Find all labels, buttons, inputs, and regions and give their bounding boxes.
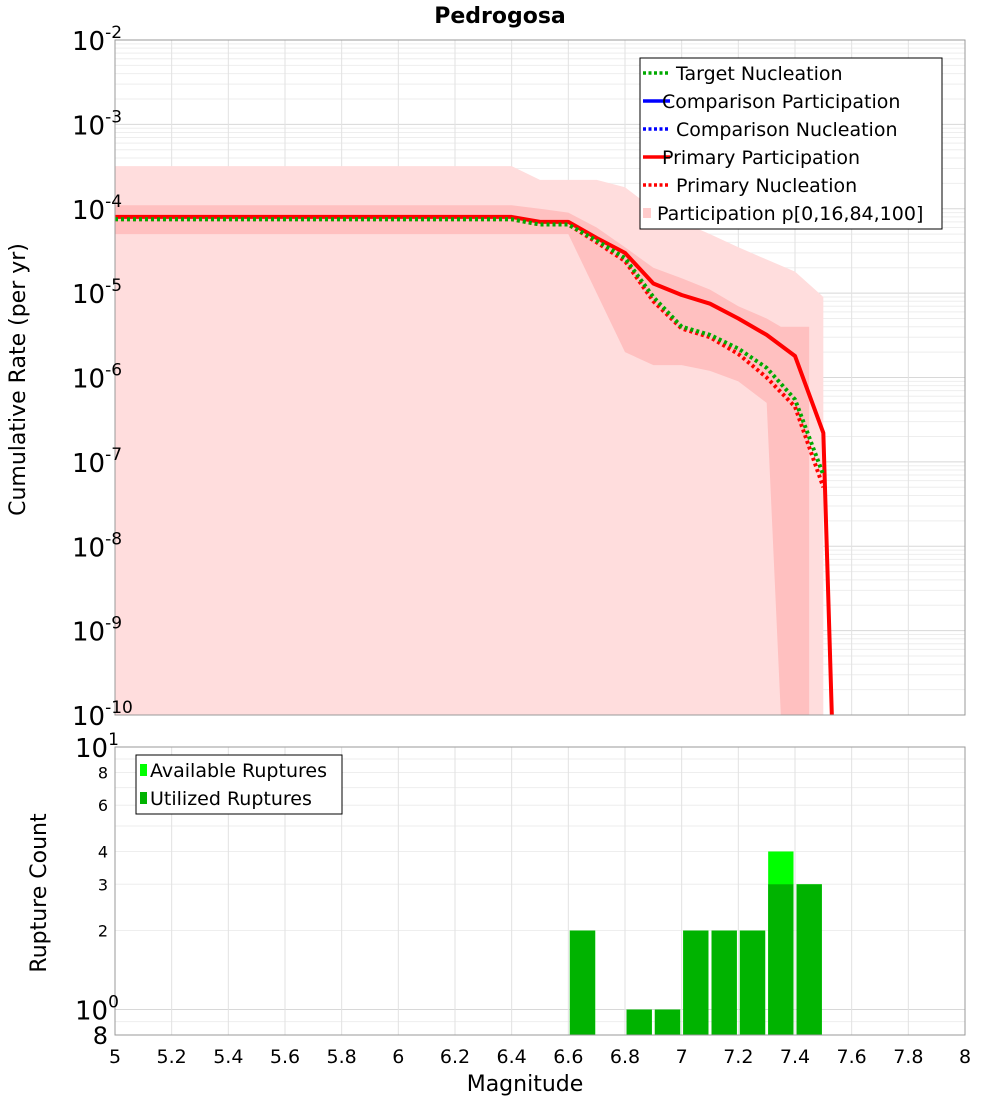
bar-utilized (711, 930, 737, 1035)
legend-swatch (140, 764, 147, 776)
legend: Target Nucleation Comparison Participatio… (639, 57, 943, 230)
y-tick-label-minor: 2 (98, 922, 108, 941)
chart-title: Pedrogosa (434, 4, 566, 29)
x-tick-label: 7.2 (723, 1046, 753, 1068)
x-tick-label: 7.4 (780, 1046, 810, 1068)
y-tick-label: 10-10 (72, 698, 133, 732)
legend-label: Target Nucleation (675, 63, 843, 85)
legend-label: Primary Nucleation (676, 175, 857, 197)
y-tick-label: 10-7 (72, 445, 122, 479)
series-line-primary-nucleation (115, 217, 826, 488)
x-tick-label: 6.4 (497, 1046, 527, 1068)
bar-utilized (683, 930, 709, 1035)
x-tick-label: 6.8 (610, 1046, 640, 1068)
y-tick-label-minor: 8 (93, 1022, 108, 1050)
x-tick-label: 6.6 (553, 1046, 583, 1068)
bar-utilized (768, 884, 794, 1035)
x-tick-label: 7.6 (837, 1046, 867, 1068)
legend-label: Participation p[0,16,84,100] (657, 203, 923, 225)
legend-label: Utilized Ruptures (150, 788, 312, 810)
rate-plot: 10-2 10-3 10-4 10-5 10-6 10-7 10-8 10-9 10-10 Ped… (6, 4, 966, 732)
y-tick-label: 10-4 (72, 192, 122, 226)
legend-box (135, 754, 343, 815)
x-tick-label: 5.6 (270, 1046, 300, 1068)
legend-box (639, 57, 943, 230)
y-tick-label: 10-9 (72, 614, 122, 648)
y-tick-label: 101 (75, 730, 119, 764)
x-tick-label: 7 (676, 1046, 688, 1068)
x-tick-label: 7.8 (893, 1046, 923, 1068)
series-line-target-nucleation (115, 217, 826, 476)
bar-utilized (569, 930, 596, 1035)
series-line-primary-participation (115, 214, 834, 716)
plot-frame (114, 39, 966, 716)
bar-utilized (626, 1009, 652, 1035)
legend-swatch (643, 208, 651, 218)
y-axis-label: Rupture Count (27, 813, 52, 973)
y-tick-label-minor: 6 (98, 796, 108, 815)
x-tick-label: 6.2 (440, 1046, 470, 1068)
legend-swatch (140, 792, 147, 804)
y-axis-label: Cumulative Rate (per yr) (6, 243, 31, 516)
x-axis-label: Magnitude (467, 1072, 584, 1097)
legend-label: Primary Participation (662, 147, 860, 169)
x-tick-label: 5.8 (327, 1046, 357, 1068)
bar-utilized (739, 930, 766, 1035)
legend: Available Ruptures Utilized Ruptures (135, 754, 343, 815)
y-tick-label: 10-5 (72, 276, 122, 310)
y-tick-label: 10-3 (72, 107, 122, 141)
x-tick-label: 8 (959, 1046, 971, 1068)
bar-utilized (796, 884, 822, 1035)
y-tick-label: 10-6 (72, 361, 122, 395)
x-tick-label: 6 (392, 1046, 404, 1068)
legend-label: Comparison Participation (662, 91, 900, 113)
y-tick-label: 10-8 (72, 529, 122, 563)
bar-utilized (654, 1009, 681, 1035)
y-tick-label-minor: 4 (98, 842, 108, 861)
y-tick-label: 10-2 (72, 23, 122, 57)
y-tick-label-minor: 8 (98, 763, 108, 782)
x-tick-label: 5.2 (157, 1046, 187, 1068)
y-tick-label-minor: 3 (98, 875, 108, 894)
participation-band-outer (115, 166, 824, 715)
participation-band-inner (115, 205, 810, 715)
plot-frame (114, 746, 966, 1036)
legend-label: Available Ruptures (150, 760, 327, 782)
y-tick-label: 100 (75, 993, 119, 1027)
legend-label: Comparison Nucleation (676, 119, 898, 141)
x-tick-label: 5.4 (213, 1046, 243, 1068)
x-tick-label: 5 (109, 1046, 121, 1068)
